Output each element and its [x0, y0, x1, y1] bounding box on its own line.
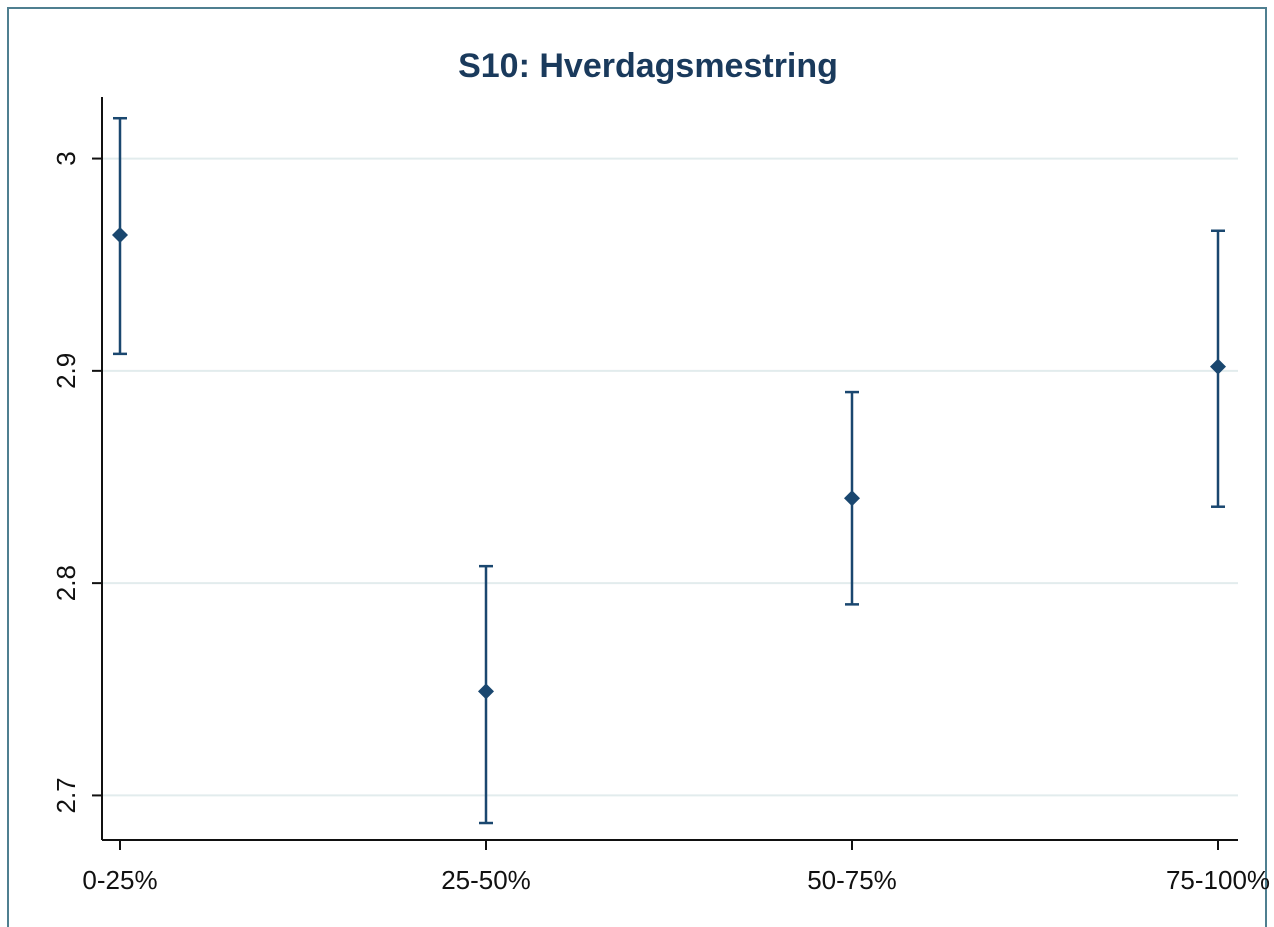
- point: [844, 490, 860, 507]
- chart-frame: [7, 7, 1267, 927]
- x-tick-label: 0-25%: [82, 865, 157, 895]
- y-tick-label: 3: [51, 151, 81, 165]
- y-tick-label: 2.7: [51, 777, 81, 813]
- x-tick-label: 25-50%: [441, 865, 531, 895]
- point: [112, 226, 128, 243]
- point: [478, 683, 494, 700]
- x-tick-label: 75-100%: [1166, 865, 1270, 895]
- x-tick-label: 50-75%: [807, 865, 897, 895]
- point: [1210, 358, 1226, 375]
- chart-title: S10: Hverdagsmestring: [458, 47, 838, 85]
- y-tick-label: 2.8: [51, 565, 81, 601]
- y-tick-label: 2.9: [51, 353, 81, 389]
